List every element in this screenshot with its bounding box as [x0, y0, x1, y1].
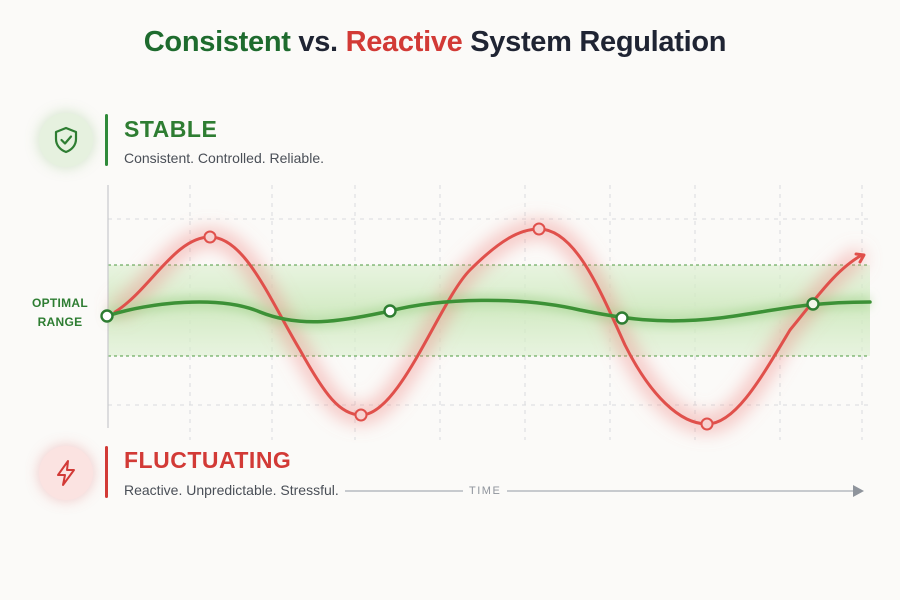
time-axis-label: TIME — [463, 485, 508, 497]
title-word-vs: vs. — [298, 26, 338, 58]
fluctuating-badge — [39, 446, 93, 500]
title-word-rest: System Regulation — [470, 26, 727, 58]
fluctuating-trough-1 — [354, 408, 368, 422]
optimal-range-label-line1: OPTIMAL — [31, 296, 89, 310]
page-title: Consistent vs. Reactive System Regulatio… — [0, 26, 870, 59]
shield-check-icon — [54, 126, 78, 154]
fluctuating-heading: FLUCTUATING — [124, 447, 292, 473]
title-word-consistent: Consistent — [143, 26, 291, 58]
optimal-range-label: OPTIMAL RANGE — [18, 294, 102, 332]
stable-subtitle: Consistent. Controlled. Reliable. — [124, 150, 324, 166]
fluctuating-curve-arrowhead — [854, 252, 866, 264]
stable-point-3 — [615, 311, 629, 325]
stable-point-2 — [383, 304, 397, 318]
fluctuating-markers — [203, 222, 714, 431]
time-arrow-head — [853, 485, 864, 497]
fluctuating-subtitle: Reactive. Unpredictable. Stressful. — [124, 482, 339, 498]
fluctuating-peak-1 — [203, 230, 217, 244]
title-word-reactive: Reactive — [345, 26, 463, 58]
stable-markers — [100, 297, 820, 325]
fluctuating-divider — [105, 446, 108, 498]
fluctuating-curve — [113, 227, 864, 426]
stable-point-4 — [806, 297, 820, 311]
stable-curve — [105, 298, 872, 324]
fluctuating-trough-2 — [700, 417, 714, 431]
stable-divider — [105, 114, 108, 166]
fluctuating-peak-2 — [532, 222, 546, 236]
lightning-bolt-icon — [57, 460, 75, 486]
stable-badge — [39, 113, 93, 167]
stable-point-1 — [100, 309, 114, 323]
optimal-range-label-line2: RANGE — [37, 315, 83, 329]
stable-heading: STABLE — [124, 116, 218, 142]
